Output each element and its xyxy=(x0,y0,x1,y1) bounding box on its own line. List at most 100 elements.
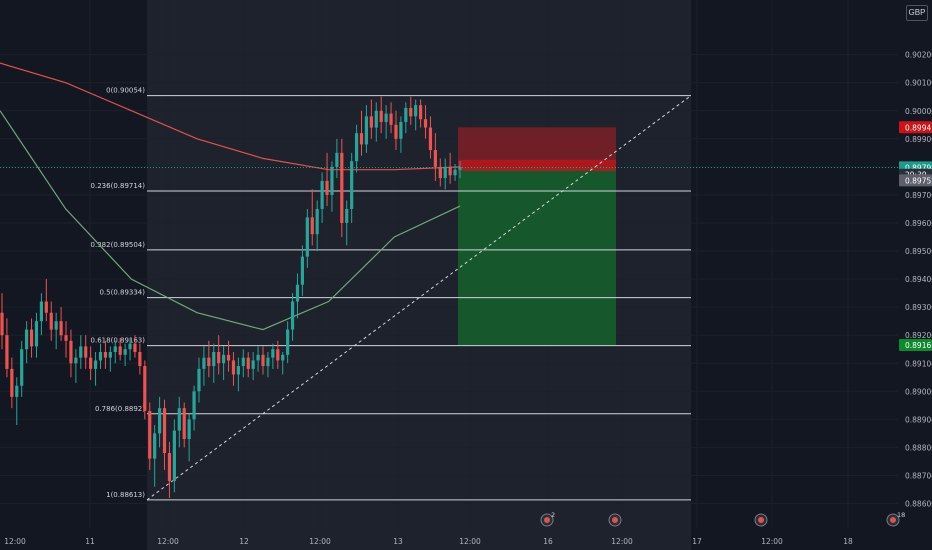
candle-body xyxy=(305,217,309,257)
candle-body xyxy=(74,357,78,364)
candle-body xyxy=(222,354,226,364)
candle-body xyxy=(123,349,127,355)
time-tick-label: 17 xyxy=(692,537,702,546)
candle-body xyxy=(217,352,221,364)
candle-body xyxy=(261,354,265,367)
candle-body xyxy=(389,113,393,125)
candle-body xyxy=(39,301,43,322)
candle-body xyxy=(364,116,369,145)
candle-body xyxy=(458,166,462,170)
event-dot-icon xyxy=(544,517,550,523)
candle-body xyxy=(236,366,240,375)
fib-level-label: 1(0.88613) xyxy=(106,491,145,499)
candle-body xyxy=(345,208,349,223)
price-badge-label: 0.89798 xyxy=(905,163,932,172)
candle-body xyxy=(286,329,290,355)
candle-body xyxy=(5,335,9,369)
time-tick-label: 13 xyxy=(393,537,403,546)
event-marker[interactable]: 18 xyxy=(886,511,905,527)
candle-body xyxy=(443,166,447,179)
candle-body xyxy=(419,105,423,120)
candle-body xyxy=(295,284,300,302)
candle-body xyxy=(320,180,324,209)
candle-body xyxy=(15,385,19,397)
price-badge xyxy=(899,121,932,134)
candle-body xyxy=(138,352,142,367)
candle-body xyxy=(148,410,152,459)
candle-body xyxy=(177,408,181,431)
time-tick-label: 12:00 xyxy=(157,537,179,546)
candle-body xyxy=(54,321,58,330)
candle-body xyxy=(359,133,364,145)
moving-average-1 xyxy=(0,62,461,171)
event-marker[interactable] xyxy=(608,513,622,527)
event-marker[interactable]: 2 xyxy=(540,511,555,527)
trend-line xyxy=(146,95,692,501)
time-tick-label: 11 xyxy=(85,537,95,546)
candle-body xyxy=(49,312,53,330)
candle-body xyxy=(271,349,275,358)
candle-body xyxy=(315,208,319,235)
candle-body xyxy=(394,124,398,139)
candles xyxy=(0,96,462,498)
candle-body xyxy=(10,368,14,397)
candle-body xyxy=(29,329,34,347)
candle-body xyxy=(226,354,231,361)
candle-body xyxy=(207,357,211,367)
price-badge-label: 0.89165 xyxy=(905,341,932,350)
candle-body xyxy=(335,152,339,167)
candle-body xyxy=(354,133,359,162)
candle-body xyxy=(118,346,122,355)
candle-body xyxy=(369,116,373,128)
time-tick-label: 12:00 xyxy=(309,537,331,546)
candle-body xyxy=(89,357,93,369)
event-count-badge: 18 xyxy=(897,511,905,519)
time-tick-label: 16 xyxy=(543,537,553,546)
candle-body xyxy=(256,354,260,361)
fib-level-label: 0(0.90054) xyxy=(106,87,145,95)
candle-body xyxy=(231,360,236,375)
candle-body xyxy=(251,360,255,369)
fib-level-label: 0.382(0.89504) xyxy=(91,241,146,249)
candle-body xyxy=(374,110,378,128)
candle-body xyxy=(182,408,186,439)
event-marker[interactable] xyxy=(754,513,768,527)
candle-body xyxy=(167,453,172,482)
candle-body xyxy=(172,430,176,482)
candle-body xyxy=(108,352,112,358)
fib-level-label: 0.618(0.89163) xyxy=(91,337,146,345)
candle-body xyxy=(133,343,137,353)
candle-body xyxy=(34,321,39,347)
candle-body xyxy=(330,166,334,195)
currency-label[interactable]: GBP xyxy=(906,5,928,21)
take-profit-zone xyxy=(458,166,616,346)
time-axis: 12:00 11 12:00 12 12:00 13 12:00 16 12:00 17 12:00… xyxy=(0,528,932,550)
candle-body xyxy=(404,107,408,122)
candle-body xyxy=(325,180,329,195)
candle-body xyxy=(64,335,68,341)
candle-body xyxy=(433,150,437,167)
candle-body xyxy=(197,368,201,392)
candle-body xyxy=(44,301,48,313)
candle-body xyxy=(157,408,162,434)
candle-body xyxy=(428,127,433,151)
time-tick-label: 18 xyxy=(843,537,853,546)
candle-body xyxy=(20,349,24,386)
fib-level-label: 0.5(0.89334) xyxy=(99,289,145,297)
candle-body xyxy=(79,346,83,358)
candle-body xyxy=(246,357,250,369)
candle-body xyxy=(143,366,147,411)
candle-body xyxy=(113,346,117,353)
